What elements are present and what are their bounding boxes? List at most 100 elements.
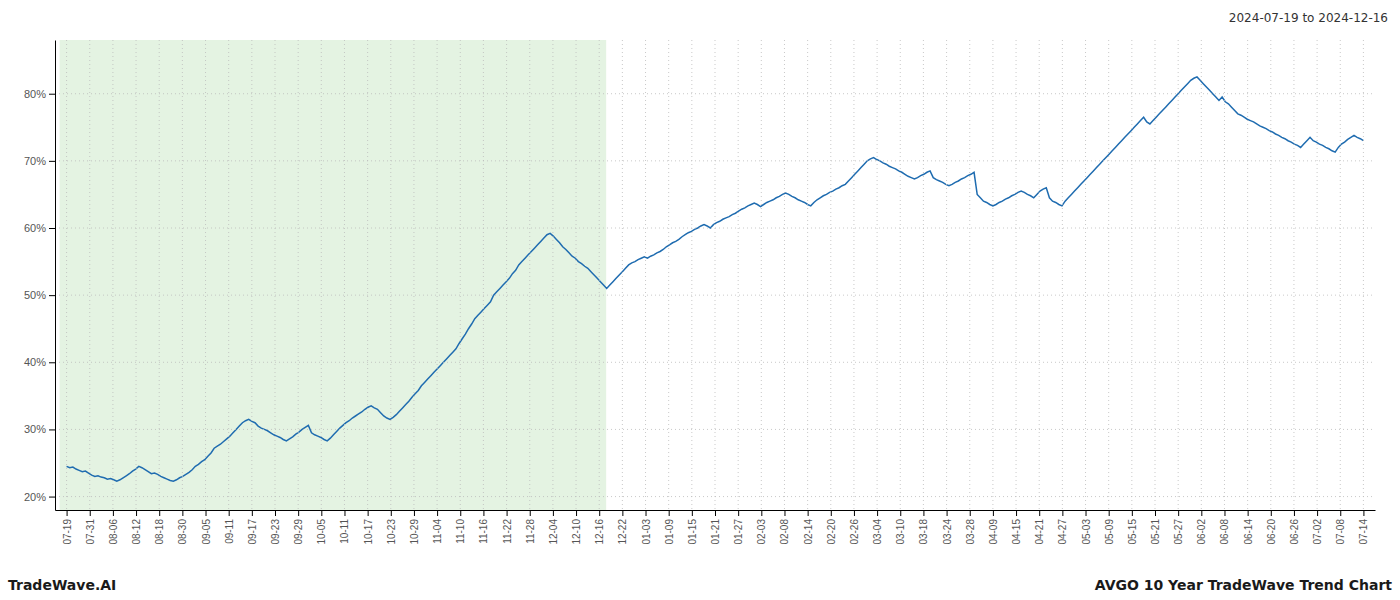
x-tick: 01-21 xyxy=(710,510,721,545)
x-tick-mark xyxy=(622,510,623,516)
x-tick-mark xyxy=(159,510,160,516)
x-tick: 02-14 xyxy=(803,510,814,545)
x-tick-label: 06-14 xyxy=(1243,519,1254,545)
x-tick-mark xyxy=(1340,510,1341,516)
x-tick-label: 05-27 xyxy=(1173,519,1184,545)
x-tick: 11-28 xyxy=(525,510,536,544)
x-tick-mark xyxy=(90,510,91,516)
x-tick-mark xyxy=(530,510,531,516)
x-tick: 12-04 xyxy=(548,510,559,545)
grid-line xyxy=(506,40,507,510)
x-tick: 05-09 xyxy=(1104,510,1115,545)
grid-line xyxy=(1039,40,1040,510)
x-tick: 09-17 xyxy=(247,510,258,545)
x-tick-label: 05-15 xyxy=(1127,519,1138,545)
grid-line xyxy=(969,40,970,510)
x-tick-label: 04-27 xyxy=(1057,519,1068,545)
grid-line xyxy=(576,40,577,510)
x-tick: 03-18 xyxy=(918,510,929,545)
grid-line xyxy=(599,40,600,510)
grid-line xyxy=(182,40,183,510)
grid-line xyxy=(390,40,391,510)
x-tick-label: 06-26 xyxy=(1289,519,1300,545)
x-tick: 06-14 xyxy=(1243,510,1254,545)
y-tick: 20% xyxy=(24,491,55,503)
x-tick-mark xyxy=(1201,510,1202,516)
x-tick-mark xyxy=(507,510,508,516)
x-tick-label: 04-09 xyxy=(988,519,999,545)
x-tick: 02-20 xyxy=(826,510,837,545)
x-tick-label: 09-05 xyxy=(201,519,212,545)
grid-line xyxy=(1363,40,1364,510)
x-tick-mark xyxy=(923,510,924,516)
x-tick-mark xyxy=(900,510,901,516)
x-tick-label: 07-31 xyxy=(85,519,96,545)
grid-line xyxy=(228,40,229,510)
grid-line xyxy=(55,362,1375,363)
x-tick-mark xyxy=(437,510,438,516)
x-tick: 10-17 xyxy=(363,510,374,545)
grid-line xyxy=(1340,40,1341,510)
grid-line xyxy=(715,40,716,510)
x-tick-mark xyxy=(321,510,322,516)
grid-line xyxy=(784,40,785,510)
x-tick-label: 08-06 xyxy=(108,519,119,545)
x-tick: 04-15 xyxy=(1011,510,1022,545)
x-tick-label: 01-03 xyxy=(641,519,652,545)
shaded-span xyxy=(60,40,607,510)
grid-line xyxy=(89,40,90,510)
y-axis: 20%30%40%50%60%70%80% xyxy=(24,41,56,511)
x-tick: 08-18 xyxy=(154,510,165,545)
chart: 07-1907-3108-0608-1208-1808-3009-0509-11… xyxy=(0,0,1400,600)
x-tick-mark xyxy=(1016,510,1017,516)
x-tick-label: 01-27 xyxy=(733,519,744,545)
grid-line xyxy=(992,40,993,510)
grid-line xyxy=(1108,40,1109,510)
x-tick: 06-02 xyxy=(1196,510,1207,545)
x-tick-label: 12-22 xyxy=(617,519,628,545)
grid-line xyxy=(112,40,113,510)
grid-line xyxy=(900,40,901,510)
y-tick-label: 70% xyxy=(24,155,46,167)
y-tick: 70% xyxy=(24,155,55,167)
x-tick: 04-09 xyxy=(988,510,999,545)
x-tick-mark xyxy=(784,510,785,516)
grid-line xyxy=(1201,40,1202,510)
x-tick-label: 12-10 xyxy=(571,519,582,545)
x-tick: 01-15 xyxy=(687,510,698,545)
y-tick: 40% xyxy=(24,356,55,368)
grid-line xyxy=(923,40,924,510)
grid-line xyxy=(830,40,831,510)
y-tick-label: 30% xyxy=(24,423,46,435)
x-tick-label: 12-16 xyxy=(594,519,605,545)
x-tick: 10-23 xyxy=(386,510,397,545)
grid-line xyxy=(1270,40,1271,510)
grid-line xyxy=(877,40,878,510)
x-tick-label: 03-04 xyxy=(872,519,883,545)
x-tick-mark xyxy=(993,510,994,516)
x-tick: 09-05 xyxy=(201,510,212,545)
grid-line xyxy=(1293,40,1294,510)
x-tick-label: 11-16 xyxy=(478,519,489,544)
grid-line xyxy=(807,40,808,510)
x-tick-mark xyxy=(414,510,415,516)
x-tick-mark xyxy=(738,510,739,516)
x-tick-mark xyxy=(808,510,809,516)
grid-line xyxy=(1317,40,1318,510)
x-tick-label: 08-18 xyxy=(154,519,165,545)
x-tick-label: 03-10 xyxy=(895,519,906,545)
grid-line xyxy=(321,40,322,510)
title: AVGO 10 Year TradeWave Trend Chart xyxy=(1095,577,1393,593)
x-tick: 05-27 xyxy=(1173,510,1184,545)
grid-line xyxy=(552,40,553,510)
x-tick-mark xyxy=(368,510,369,516)
grid-line xyxy=(1247,40,1248,510)
grid-line xyxy=(1178,40,1179,510)
grid-line xyxy=(691,40,692,510)
marks xyxy=(60,40,1364,510)
grid-line xyxy=(367,40,368,510)
y-axis-line xyxy=(55,41,56,511)
x-tick-label: 09-23 xyxy=(270,519,281,545)
x-tick-mark xyxy=(646,510,647,516)
y-tick-label: 60% xyxy=(24,222,46,234)
